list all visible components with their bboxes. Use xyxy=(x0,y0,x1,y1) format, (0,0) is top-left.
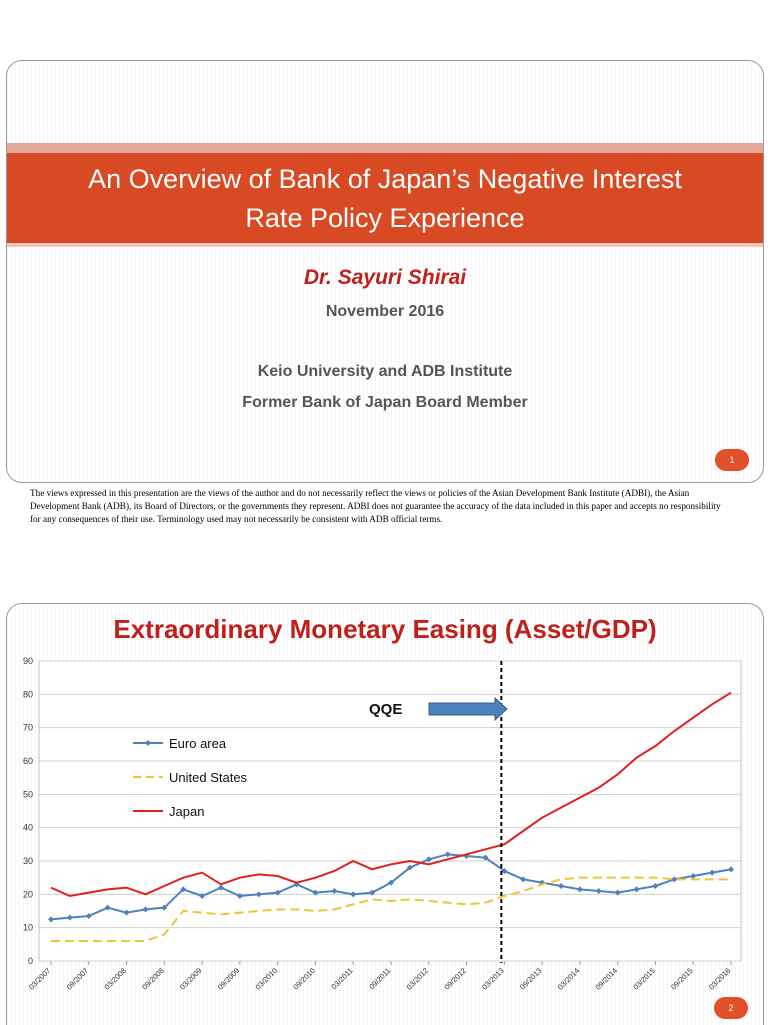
y-tick-label: 20 xyxy=(23,889,33,899)
x-tick-label: 09/2014 xyxy=(594,966,620,992)
japan-series-line xyxy=(50,691,732,898)
x-tick-label: 03/2007 xyxy=(27,966,53,992)
x-tick-label: 03/2008 xyxy=(102,966,128,992)
x-tick-label: 09/2011 xyxy=(367,966,392,991)
x-tick-label: 03/2010 xyxy=(254,966,280,992)
euro-area-data-point xyxy=(331,888,338,894)
euro-area-data-point xyxy=(444,851,451,858)
qqe-arrow-icon xyxy=(428,696,508,722)
page-number-badge: 1 xyxy=(715,449,749,471)
y-tick-label: 50 xyxy=(23,789,33,799)
x-tick-label: 03/2016 xyxy=(707,966,733,992)
euro-area-data-point xyxy=(85,913,92,919)
slide-title: An Overview of Bank of Japan’s Negative … xyxy=(7,153,763,243)
x-tick-label: 03/2009 xyxy=(178,966,204,992)
legend-label: Japan xyxy=(169,804,204,819)
x-tick-label: 09/2012 xyxy=(442,966,468,992)
euro-area-data-point xyxy=(218,884,224,891)
legend-label: United States xyxy=(169,770,248,785)
euro-area-data-point xyxy=(104,904,111,911)
x-tick-label: 03/2012 xyxy=(405,966,431,992)
euro-area-data-point xyxy=(633,886,640,893)
y-tick-label: 90 xyxy=(23,656,33,666)
euro-area-data-point xyxy=(199,893,206,899)
x-tick-label: 03/2011 xyxy=(329,966,354,991)
y-tick-label: 10 xyxy=(23,923,33,933)
x-tick-label: 09/2009 xyxy=(216,966,242,992)
x-tick-label: 09/2008 xyxy=(140,966,166,992)
title-band-divider xyxy=(7,243,763,247)
euro-area-data-point xyxy=(690,873,697,879)
qqe-label: QQE xyxy=(369,701,402,718)
euro-area-data-point xyxy=(236,893,243,899)
x-tick-label: 09/2015 xyxy=(669,966,695,992)
legend-label: Euro area xyxy=(169,736,227,751)
euro-area-data-point xyxy=(709,869,716,876)
page-number-badge: 2 xyxy=(714,997,748,1019)
y-tick-label: 70 xyxy=(23,723,33,733)
euro-area-data-point xyxy=(728,866,734,873)
y-tick-label: 80 xyxy=(23,689,33,699)
euro-area-data-point xyxy=(369,889,376,896)
affiliation-line-2: Former Bank of Japan Board Member xyxy=(242,394,528,411)
euro-area-data-point xyxy=(652,883,659,889)
euro-area-data-point xyxy=(180,886,187,893)
x-tick-label: 03/2014 xyxy=(556,966,582,992)
y-tick-label: 0 xyxy=(28,956,33,966)
euro-area-data-point xyxy=(293,881,300,888)
euro-area-data-point xyxy=(520,876,527,883)
euro-area-data-point xyxy=(406,864,413,871)
united-states-series-line xyxy=(51,876,731,942)
slide-title-line-1: An Overview of Bank of Japan’s Negative … xyxy=(88,164,682,194)
asset-gdp-chart: 0 10 20 30 40 50 60 70 80 90 03/2007 09/2007 03/2008… xyxy=(23,656,742,992)
euro-area-data-point xyxy=(576,886,583,893)
euro-area-data-point xyxy=(482,854,489,861)
legend-marker xyxy=(145,740,151,746)
slide-title-line-2: Rate Policy Experience xyxy=(245,203,525,233)
euro-area-data-point xyxy=(614,889,621,896)
euro-area-data-point xyxy=(255,891,262,898)
author-name: Dr. Sayuri Shirai xyxy=(303,266,467,289)
euro-area-data-point xyxy=(558,883,564,889)
euro-area-data-point xyxy=(388,879,394,886)
euro-area-data-point xyxy=(123,909,130,916)
y-tick-label: 60 xyxy=(23,756,33,766)
affiliation-line-1: Keio University and ADB Institute xyxy=(257,363,513,380)
euro-area-data-point xyxy=(142,906,149,913)
euro-area-data-point xyxy=(312,889,319,896)
euro-area-data-point xyxy=(595,888,602,894)
disclaimer-text: The views expressed in this presentation… xyxy=(30,488,721,524)
title-slide: An Overview of Bank of Japan’s Negative … xyxy=(6,60,764,483)
euro-area-data-point xyxy=(425,856,432,863)
euro-area-data-point xyxy=(350,891,357,898)
euro-area-data-point xyxy=(48,916,54,923)
x-tick-label: 03/2015 xyxy=(631,966,657,992)
presentation-date: November 2016 xyxy=(325,303,445,320)
x-tick-label: 09/2013 xyxy=(518,966,544,992)
y-tick-label: 40 xyxy=(23,823,33,833)
euro-area-data-point xyxy=(671,876,678,883)
chart-slide: Extraordinary Monetary Easing (Asset/GDP… xyxy=(6,603,764,1025)
euro-area-data-point xyxy=(274,889,281,896)
euro-area-data-point xyxy=(66,914,73,921)
y-tick-label: 30 xyxy=(23,856,33,866)
euro-area-data-point xyxy=(161,904,168,911)
chart-slide-title: Extraordinary Monetary Easing (Asset/GDP… xyxy=(113,614,657,644)
x-tick-label: 09/2007 xyxy=(65,966,91,992)
x-tick-label: 03/2013 xyxy=(480,966,506,992)
euro-area-data-point xyxy=(539,879,546,886)
euro-area-data-point xyxy=(501,868,508,874)
x-tick-label: 09/2010 xyxy=(291,966,317,992)
title-band-accent xyxy=(7,143,763,153)
